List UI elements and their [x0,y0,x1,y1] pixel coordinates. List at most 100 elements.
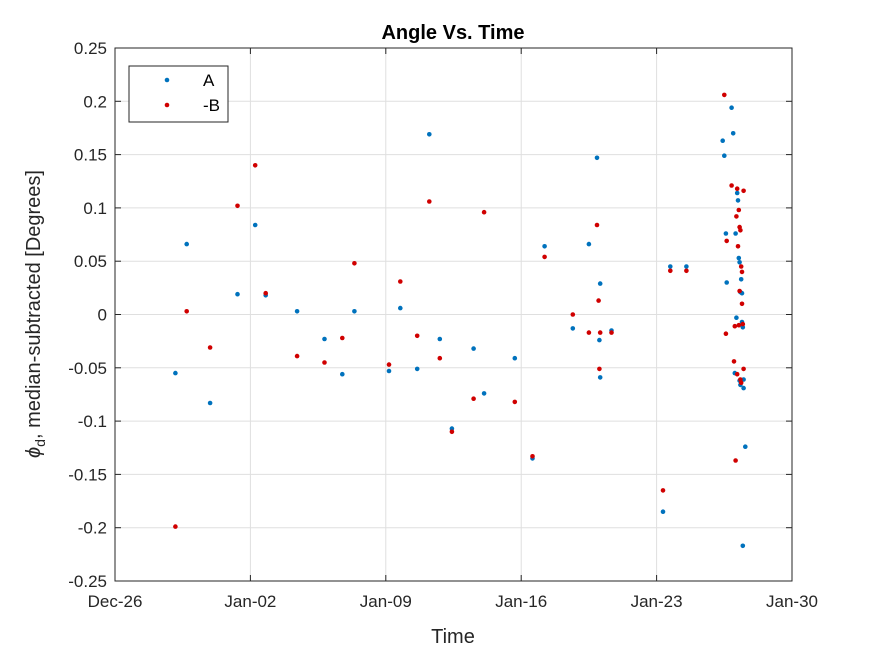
point-series-b [738,228,743,233]
legend-label-a: A [203,71,215,90]
point-series-b [471,396,476,402]
point-series-b [184,309,189,314]
point-series-b [734,186,740,191]
point-series-a [386,368,392,374]
point-series-b [398,279,403,284]
y-tick-label: 0 [98,306,107,325]
point-series-b [736,207,742,213]
y-tick-label: 0.15 [74,146,107,165]
point-series-a [737,260,742,265]
point-series-a [735,198,741,203]
y-tick-label: 0.25 [74,39,107,58]
point-series-b [449,429,455,435]
point-series-b [597,330,603,335]
point-series-a [398,305,403,311]
point-series-a [294,309,300,314]
point-series-a [736,255,742,261]
y-tick-label: -0.2 [78,519,107,538]
point-series-a [184,241,189,247]
point-series-a [722,153,727,158]
point-series-b [733,458,738,463]
y-axis-label-text: , median-subtracted [Degrees] [23,170,45,439]
y-tick-label: 0.1 [83,199,107,218]
point-series-a [733,231,738,236]
legend-marker-b [164,102,170,108]
point-series-b [738,264,744,269]
point-series-b [734,214,739,219]
x-tick-label: Jan-30 [766,592,818,611]
point-series-b [734,371,740,377]
point-series-b [414,333,420,339]
point-series-a [352,309,357,314]
point-series-b [722,92,727,98]
point-series-a [586,241,592,247]
point-series-b [739,269,745,275]
legend: A -B [128,65,229,123]
point-series-b [252,163,258,168]
point-series-a [594,155,600,161]
point-series-b [738,380,744,386]
point-series-a [471,346,476,351]
point-series-a [512,355,518,361]
point-series-b [732,323,738,329]
legend-box [128,65,229,123]
legend-label-b: -B [203,96,220,115]
point-series-b [723,331,729,337]
x-axis-label: Time [431,626,475,648]
y-tick-label: -0.05 [68,359,107,378]
point-series-b [731,359,737,364]
point-series-b [735,244,741,249]
point-series-a [741,385,746,391]
point-series-b [596,298,601,303]
point-series-b [512,399,518,405]
point-series-a [734,190,740,196]
y-tick-label: -0.1 [78,412,107,431]
point-series-a [414,366,420,372]
point-series-b [570,312,576,317]
point-series-b [736,322,742,328]
point-series-b [609,330,614,335]
point-series-a [729,105,734,110]
point-series-a [542,244,547,249]
legend-marker-a [164,77,170,83]
y-tick-label: -0.15 [68,465,107,484]
point-series-b [586,330,592,335]
y-tick-label: 0.2 [83,92,107,111]
point-series-a [322,336,327,342]
point-series-b [737,288,742,294]
y-tick-label: 0.05 [74,252,107,271]
point-series-a [437,336,443,342]
point-series-a [740,325,746,330]
point-series-a [235,291,240,297]
point-series-b [235,203,240,209]
point-series-b [427,199,432,204]
x-tick-label: Dec-26 [88,592,143,611]
point-series-a [668,264,673,269]
point-series-b [684,268,689,274]
point-series-a [449,426,455,431]
point-series-a [738,277,744,282]
axes: -0.25 -0.2 -0.15 -0.1 -0.05 0 0.05 0.1 0.15 0.2 0.… [68,39,818,611]
point-series-a [740,543,746,549]
x-tick-label: Jan-16 [495,592,547,611]
point-series-a [340,371,345,377]
point-series-b [207,345,213,350]
point-series-b [340,335,345,341]
point-series-b [740,321,746,327]
point-series-a [724,280,729,285]
point-series-a [684,264,689,269]
point-series-a [730,131,736,136]
point-series-b [542,254,547,260]
data-points [173,92,748,549]
x-tick-label: Jan-23 [631,592,683,611]
point-series-a [173,370,178,376]
x-tick-label: Jan-02 [224,592,276,611]
point-series-a [723,231,729,236]
point-series-a [597,375,603,380]
y-tick-label: -0.25 [68,572,107,591]
point-series-b [597,366,602,372]
point-series-b [741,366,746,372]
point-series-b [660,488,666,493]
point-series-b [530,454,535,459]
